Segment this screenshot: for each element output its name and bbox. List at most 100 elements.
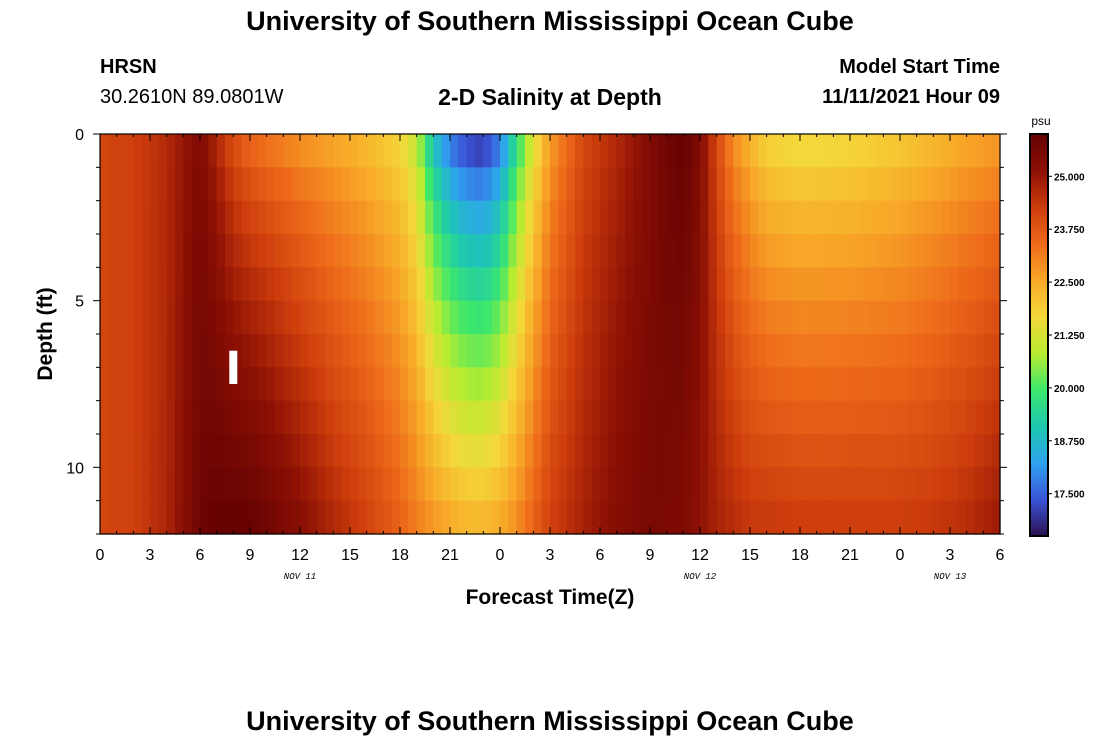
heatmap-cell — [366, 467, 376, 502]
heatmap-cell — [366, 200, 376, 235]
heatmap-cell — [258, 267, 268, 302]
heatmap-cell — [800, 367, 809, 402]
heatmap-cell — [433, 500, 443, 535]
heatmap-cell — [891, 167, 901, 202]
heatmap-cell — [425, 300, 434, 335]
heatmap-cell — [366, 500, 376, 535]
heatmap-cell — [166, 267, 176, 302]
heatmap-cell — [358, 434, 368, 468]
heatmap-cell — [250, 267, 259, 302]
heatmap-cell — [683, 167, 693, 202]
heatmap-cell — [416, 334, 426, 368]
heatmap-cell — [266, 334, 276, 368]
heatmap-cell — [733, 167, 743, 202]
heatmap-cell — [466, 400, 476, 435]
heatmap-cell — [975, 200, 984, 235]
heatmap-cell — [658, 200, 668, 235]
heatmap-cell — [491, 434, 501, 468]
colorbar-tick-label: 17.500 — [1054, 490, 1085, 501]
heatmap-cell — [716, 234, 726, 268]
heatmap-cell — [783, 434, 793, 468]
heatmap-cell — [758, 467, 768, 502]
heatmap-cell — [533, 167, 543, 202]
heatmap-cell — [266, 300, 276, 335]
heatmap-cell — [925, 367, 934, 402]
heatmap-cell — [425, 367, 434, 402]
heatmap-cell — [916, 367, 926, 402]
heatmap-cell — [808, 434, 818, 468]
heatmap-cell — [600, 200, 609, 235]
heatmap-cell — [925, 134, 934, 168]
heatmap-cell — [483, 200, 493, 235]
heatmap-cell — [416, 400, 426, 435]
heatmap-cell — [608, 134, 618, 168]
heatmap-cell — [533, 434, 543, 468]
heatmap-cell — [583, 234, 593, 268]
heatmap-cell — [275, 300, 284, 335]
heatmap-cell — [458, 400, 468, 435]
heatmap-cell — [541, 500, 551, 535]
heatmap-cell — [241, 467, 251, 502]
heatmap-cell — [775, 200, 784, 235]
heatmap-cell — [300, 334, 309, 368]
heatmap-cell — [908, 400, 918, 435]
heatmap-cell — [933, 434, 943, 468]
heatmap-cell — [983, 267, 993, 302]
heatmap-cell — [750, 367, 759, 402]
heatmap-cell — [816, 234, 826, 268]
heatmap-cell — [525, 400, 534, 435]
heatmap-cell — [983, 134, 993, 168]
heatmap-cell — [150, 434, 159, 468]
heatmap-cell — [441, 500, 451, 535]
heatmap-cell — [950, 300, 959, 335]
heatmap-cell — [908, 334, 918, 368]
heatmap-cell — [641, 200, 651, 235]
heatmap-cell — [900, 134, 909, 168]
heatmap-cell — [183, 500, 193, 535]
heatmap-cell — [341, 500, 351, 535]
heatmap-cell — [625, 367, 634, 402]
heatmap-cell — [816, 467, 826, 502]
heatmap-cell — [100, 200, 109, 235]
heatmap-cell — [966, 134, 976, 168]
heatmap-cell — [700, 134, 709, 168]
heatmap-cell — [750, 467, 759, 502]
heatmap-cell — [683, 367, 693, 402]
heatmap-cell — [225, 467, 234, 502]
heatmap-cell — [175, 500, 184, 535]
heatmap-cell — [116, 267, 126, 302]
heatmap-cell — [958, 167, 968, 202]
heatmap-cell — [741, 134, 751, 168]
heatmap-cell — [550, 267, 559, 302]
heatmap-cell — [933, 200, 943, 235]
heatmap-cell — [141, 334, 151, 368]
heatmap-cell — [725, 334, 734, 368]
heatmap-cell — [650, 367, 659, 402]
heatmap-cell — [541, 200, 551, 235]
heatmap-cell — [441, 300, 451, 335]
model-start-value: 11/11/2021 Hour 09 — [822, 86, 1000, 108]
heatmap-cell — [291, 500, 301, 535]
heatmap-cell — [908, 300, 918, 335]
heatmap-cell — [750, 434, 759, 468]
heatmap-cell — [208, 500, 218, 535]
heatmap-cell — [708, 167, 718, 202]
heatmap-cell — [808, 234, 818, 268]
heatmap-cell — [783, 400, 793, 435]
heatmap-cell — [858, 167, 868, 202]
heatmap-cell — [775, 267, 784, 302]
heatmap-cell — [583, 167, 593, 202]
heatmap-cell — [158, 500, 168, 535]
heatmap-cell — [433, 167, 443, 202]
heatmap-cell — [800, 467, 809, 502]
heatmap-cell — [991, 200, 1001, 235]
heatmap-cell — [733, 367, 743, 402]
heatmap-cell — [558, 467, 568, 502]
heatmap-cell — [350, 234, 359, 268]
heatmap-cell — [833, 200, 843, 235]
heatmap-cell — [641, 267, 651, 302]
heatmap-cell — [975, 234, 984, 268]
heatmap-cell — [766, 434, 776, 468]
heatmap-cell — [508, 334, 518, 368]
heatmap-cell — [775, 500, 784, 535]
